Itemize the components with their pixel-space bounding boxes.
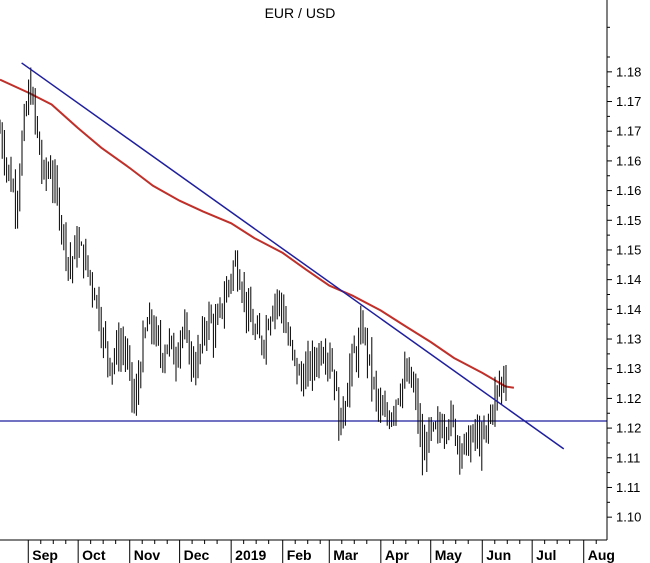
x-tick-label: Oct	[82, 547, 106, 563]
y-tick-label: 1.13	[616, 332, 641, 347]
x-tick-label: Aug	[588, 547, 615, 563]
y-tick-label: 1.15	[616, 242, 641, 257]
plot-area	[0, 62, 607, 476]
y-tick-label: 1.12	[616, 391, 641, 406]
y-tick-label: 1.11	[616, 480, 640, 495]
price-bars	[0, 67, 507, 476]
x-tick-label: Sep	[32, 547, 58, 563]
y-tick-label: 1.14	[616, 302, 641, 317]
y-axis: 1.18 1.17 1.17 1.16 1.16 1.15 1.15 1.14 1.14 1.13…	[606, 0, 641, 540]
y-tick-label: 1.16	[616, 183, 641, 198]
x-tick-label: Jun	[486, 547, 511, 563]
x-tick-label: Dec	[184, 547, 210, 563]
downtrend-line	[21, 62, 565, 450]
y-tick-label: 1.17	[616, 124, 641, 139]
x-tick-label: Jul	[536, 547, 556, 563]
y-tick-label: 1.12	[616, 421, 641, 436]
y-tick-label: 1.14	[616, 272, 641, 287]
moving-average-line	[0, 78, 515, 389]
x-tick-label: Feb	[287, 547, 312, 563]
chart-title: EUR / USD	[265, 5, 336, 21]
x-axis: Sep Oct Nov Dec 2019 Feb Mar Apr May Jun Jul Aug	[0, 539, 615, 563]
y-tick-label: 1.18	[616, 64, 641, 79]
x-tick-label: Apr	[385, 547, 410, 563]
x-tick-label: 2019	[235, 547, 266, 563]
y-tick-label: 1.13	[616, 361, 641, 376]
x-tick-label: Mar	[333, 547, 358, 563]
y-tick-label: 1.16	[616, 153, 641, 168]
x-tick-label: May	[435, 547, 462, 563]
y-tick-label: 1.11	[616, 450, 640, 465]
y-tick-label: 1.17	[616, 94, 641, 109]
y-tick-label: 1.15	[616, 213, 641, 228]
x-tick-label: Nov	[134, 547, 161, 563]
y-tick-label: 1.10	[616, 510, 641, 525]
